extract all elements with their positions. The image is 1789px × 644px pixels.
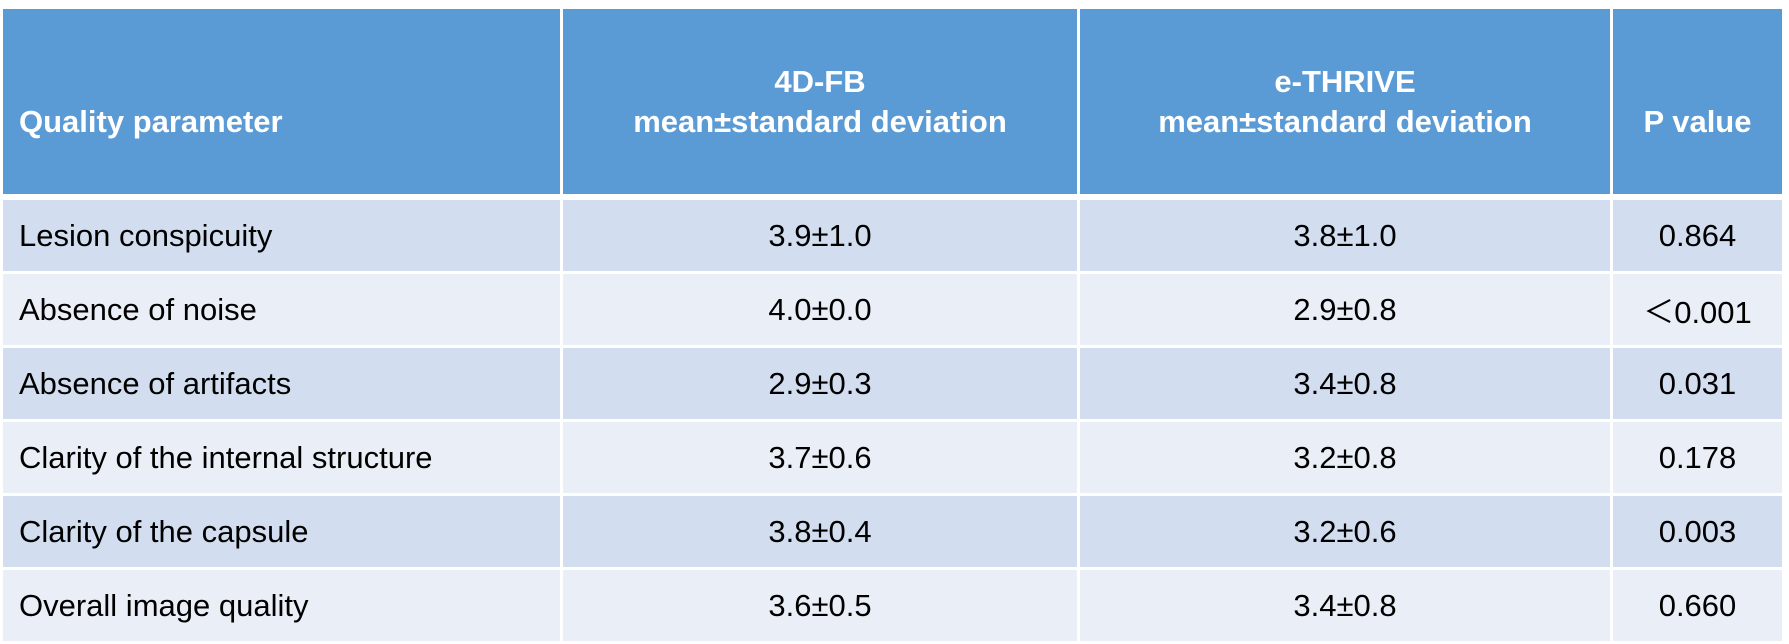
quality-parameter-cell: Lesion conspicuity [0, 194, 563, 274]
e-thrive-cell: 2.9±0.8 [1077, 271, 1613, 348]
4d-fb-cell: 3.7±0.6 [560, 419, 1080, 496]
quality-parameter-cell: Clarity of the internal structure [0, 419, 563, 496]
table-row: Absence of noise 4.0±0.0 2.9±0.8 ＜0.001 [0, 271, 1785, 348]
header-e-thrive: e-THRIVE mean±standard deviation [1077, 6, 1613, 199]
quality-comparison-table: Quality parameter 4D-FB mean±standard de… [0, 6, 1785, 644]
quality-parameter-cell: Clarity of the capsule [0, 493, 563, 570]
p-value-cell: 0.864 [1610, 194, 1785, 274]
quality-parameter-cell: Overall image quality [0, 567, 563, 644]
header-quality-parameter: Quality parameter [0, 6, 563, 199]
header-4d-fb-subtitle: mean±standard deviation [633, 103, 1007, 139]
4d-fb-cell: 2.9±0.3 [560, 345, 1080, 422]
header-4d-fb-title: 4D-FB [774, 63, 866, 99]
e-thrive-cell: 3.2±0.8 [1077, 419, 1613, 496]
e-thrive-cell: 3.2±0.6 [1077, 493, 1613, 570]
4d-fb-cell: 3.6±0.5 [560, 567, 1080, 644]
header-e-thrive-title: e-THRIVE [1274, 63, 1416, 99]
table-row: Absence of artifacts 2.9±0.3 3.4±0.8 0.031 [0, 345, 1785, 422]
quality-parameter-cell: Absence of noise [0, 271, 563, 348]
4d-fb-cell: 3.9±1.0 [560, 194, 1080, 274]
p-value-cell: 0.178 [1610, 419, 1785, 496]
p-value-cell: ＜0.001 [1610, 271, 1785, 348]
e-thrive-cell: 3.8±1.0 [1077, 194, 1613, 274]
4d-fb-cell: 4.0±0.0 [560, 271, 1080, 348]
header-p-value: P value [1610, 6, 1785, 199]
header-row: Quality parameter 4D-FB mean±standard de… [0, 6, 1785, 199]
quality-parameter-cell: Absence of artifacts [0, 345, 563, 422]
table-row: Overall image quality 3.6±0.5 3.4±0.8 0.660 [0, 567, 1785, 644]
e-thrive-cell: 3.4±0.8 [1077, 567, 1613, 644]
4d-fb-cell: 3.8±0.4 [560, 493, 1080, 570]
p-value-cell: 0.003 [1610, 493, 1785, 570]
table-row: Clarity of the internal structure 3.7±0.6… [0, 419, 1785, 496]
table-row: Clarity of the capsule 3.8±0.4 3.2±0.6 0.00… [0, 493, 1785, 570]
table-row: Lesion conspicuity 3.9±1.0 3.8±1.0 0.864 [0, 194, 1785, 274]
header-4d-fb: 4D-FB mean±standard deviation [560, 6, 1080, 199]
header-e-thrive-subtitle: mean±standard deviation [1158, 103, 1532, 139]
p-value-cell: 0.660 [1610, 567, 1785, 644]
p-value-cell: 0.031 [1610, 345, 1785, 422]
e-thrive-cell: 3.4±0.8 [1077, 345, 1613, 422]
